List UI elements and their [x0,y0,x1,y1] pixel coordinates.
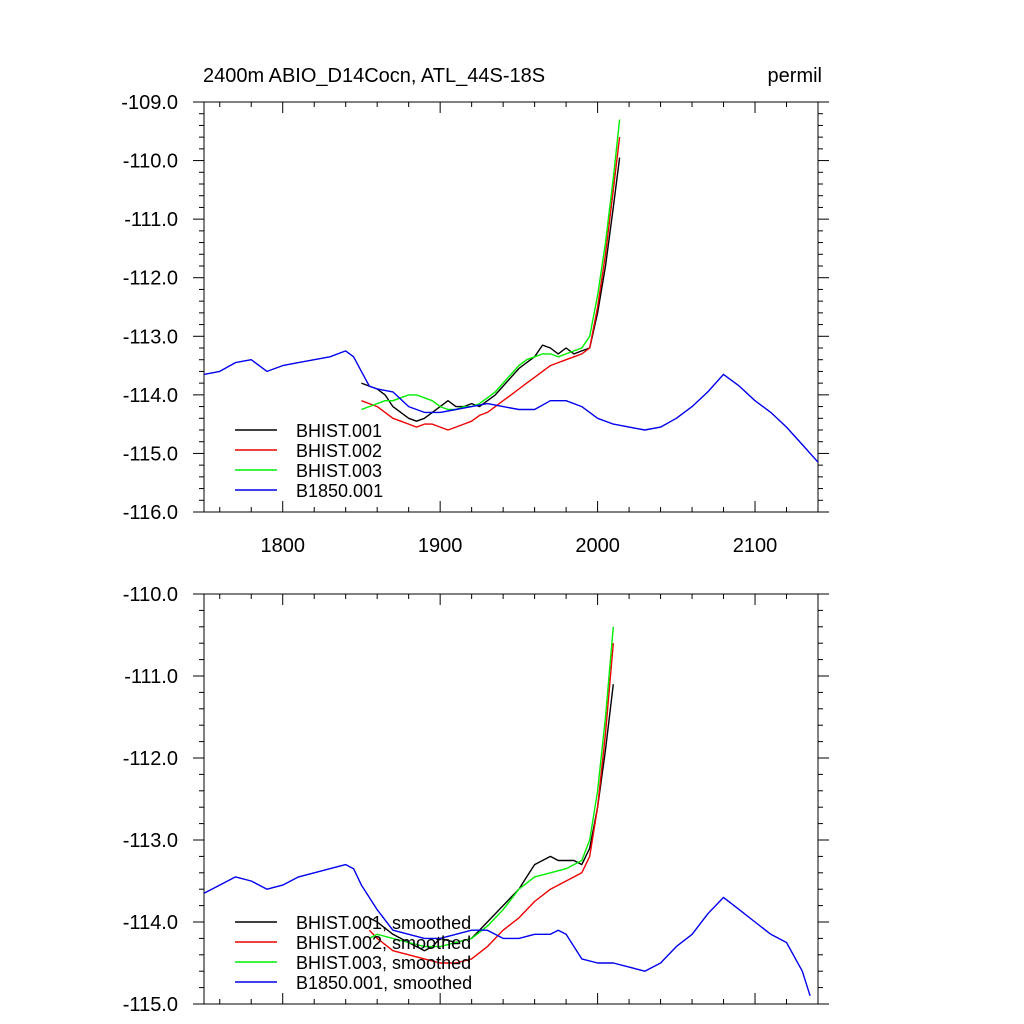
bottom-legend-label: BHIST.003, smoothed [296,953,471,973]
top-y-tick-label: -116.0 [123,502,178,524]
top-y-tick-label: -113.0 [123,326,178,348]
bottom-legend-label: B1850.001, smoothed [296,973,472,993]
top-series-line-4 [203,350,819,463]
top-y-tick-label: -110.0 [123,151,178,173]
bottom-y-tick-label: -112.0 [123,748,178,770]
top-series-line-2 [361,137,621,431]
top-x-tick-label: 2000 [575,535,620,557]
top-series-line-1 [361,157,621,422]
top-y-tick-label: -109.0 [121,92,178,114]
bottom-plot-frame [203,593,819,1005]
chart-title: 2400m ABIO_D14Cocn, ATL_44S-18S [203,65,545,87]
top-series-line-3 [361,119,621,411]
bottom-series-line-3 [368,626,614,948]
bottom-legend-label: BHIST.002, smoothed [296,933,471,953]
bottom-panel: -115.0 -114.0 -113.0 -112.0 -111.0 -110.0 BHIS… [123,584,829,1016]
units-label: permil [768,65,822,87]
bottom-series-line-2 [368,643,614,964]
top-panel: 1800 1900 2000 2100 -116.0 -115.0 -114.0 -113.0… [121,92,829,557]
bottom-series-line-4 [203,863,811,997]
top-legend-label: BHIST.002 [296,441,382,461]
top-y-tick-label: -115.0 [123,443,178,465]
top-x-tick-label: 2100 [733,535,778,557]
top-x-tick-label: 1900 [418,535,463,557]
bottom-legend-label: BHIST.001, smoothed [296,913,471,933]
bottom-y-tick-label: -115.0 [123,994,178,1016]
top-y-tick-label: -112.0 [123,268,178,290]
top-legend-label: B1850.001 [296,481,383,501]
top-y-tick-label: -111.0 [124,209,178,231]
top-legend-label: BHIST.003 [296,461,382,481]
top-plot-frame [203,101,819,513]
top-y-tick-label: -114.0 [123,385,178,407]
top-legend-label: BHIST.001 [296,421,382,441]
bottom-series-line-1 [368,684,614,952]
bottom-y-tick-label: -110.0 [123,584,178,606]
bottom-y-tick-label: -113.0 [123,830,178,852]
bottom-y-tick-label: -114.0 [123,912,178,934]
bottom-y-tick-label: -111.0 [124,666,178,688]
top-x-tick-label: 1800 [260,535,305,557]
